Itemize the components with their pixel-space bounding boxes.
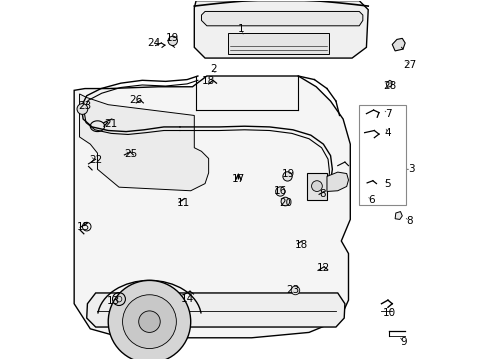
Polygon shape xyxy=(391,39,405,51)
Text: 16: 16 xyxy=(273,186,286,197)
Polygon shape xyxy=(74,76,349,338)
Circle shape xyxy=(275,187,285,196)
Polygon shape xyxy=(86,293,344,327)
Text: 25: 25 xyxy=(123,149,137,159)
Text: 23: 23 xyxy=(285,285,299,296)
Text: 6: 6 xyxy=(368,195,374,205)
Text: 12: 12 xyxy=(316,263,329,273)
Circle shape xyxy=(290,286,299,295)
Text: 28: 28 xyxy=(382,81,396,91)
Circle shape xyxy=(122,295,176,348)
Text: 9: 9 xyxy=(400,337,407,347)
Circle shape xyxy=(116,296,122,302)
Bar xyxy=(359,105,405,205)
Text: 13: 13 xyxy=(107,296,120,306)
Text: 15: 15 xyxy=(77,222,90,231)
Text: 19: 19 xyxy=(281,168,294,179)
Text: 5: 5 xyxy=(384,179,390,189)
Text: 27: 27 xyxy=(402,60,415,70)
Text: 10: 10 xyxy=(383,308,395,318)
Circle shape xyxy=(168,36,177,45)
Text: 20: 20 xyxy=(278,198,291,208)
Circle shape xyxy=(77,104,88,114)
Bar xyxy=(228,33,328,54)
Circle shape xyxy=(108,280,190,360)
Polygon shape xyxy=(326,172,348,192)
Polygon shape xyxy=(80,94,208,191)
Text: 18: 18 xyxy=(202,76,215,86)
Polygon shape xyxy=(394,212,402,220)
Text: 4: 4 xyxy=(384,129,390,138)
Text: 1: 1 xyxy=(237,24,244,35)
Text: 14: 14 xyxy=(180,294,193,304)
Circle shape xyxy=(139,311,160,332)
Text: 23: 23 xyxy=(78,102,91,112)
Bar xyxy=(306,173,326,200)
Circle shape xyxy=(282,172,292,181)
Text: 8: 8 xyxy=(319,189,325,199)
Text: 19: 19 xyxy=(165,33,178,43)
Text: 18: 18 xyxy=(294,240,307,250)
Text: 24: 24 xyxy=(147,38,161,48)
Text: 11: 11 xyxy=(177,198,190,208)
Text: 8: 8 xyxy=(406,216,412,226)
Text: 2: 2 xyxy=(210,64,217,74)
Text: 7: 7 xyxy=(384,109,390,119)
Text: 22: 22 xyxy=(89,155,102,165)
Text: 17: 17 xyxy=(231,174,244,184)
Text: 26: 26 xyxy=(129,95,142,105)
Polygon shape xyxy=(201,12,362,26)
Polygon shape xyxy=(386,80,391,87)
Text: 3: 3 xyxy=(407,164,414,174)
Polygon shape xyxy=(194,1,367,58)
Circle shape xyxy=(281,197,289,206)
Text: 21: 21 xyxy=(104,120,118,129)
Circle shape xyxy=(311,181,322,192)
